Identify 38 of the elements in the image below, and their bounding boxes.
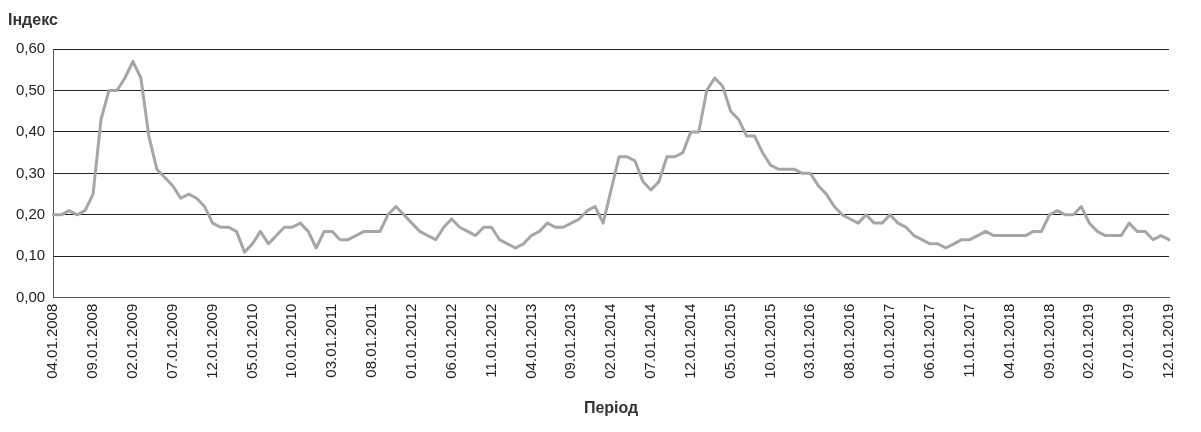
y-tick-label: 0,30 <box>15 163 46 181</box>
x-tick-label: 07.01.2009 <box>162 303 180 379</box>
x-tick-label: 09.01.2013 <box>561 303 579 379</box>
x-tick-label: 04.01.2018 <box>999 303 1017 379</box>
x-tick-label: 12.01.2014 <box>680 303 698 379</box>
y-tick-label: 0,10 <box>15 246 46 264</box>
x-tick-label: 07.01.2014 <box>641 303 659 379</box>
x-tick-label: 06.01.2012 <box>441 303 459 379</box>
y-tick-label: 0,00 <box>15 287 46 305</box>
x-tick-label: 10.01.2010 <box>282 303 300 379</box>
y-tick-label: 0,50 <box>15 80 46 98</box>
x-tick-label: 01.01.2017 <box>880 303 898 379</box>
x-tick-label: 04.01.2013 <box>521 303 539 379</box>
x-tick-label: 05.01.2015 <box>720 303 738 379</box>
x-tick-label: 12.01.2009 <box>202 303 220 379</box>
x-axis-title: Період <box>583 398 639 416</box>
x-tick-label: 09.01.2018 <box>1039 303 1057 379</box>
x-tick-label: 02.01.2019 <box>1079 303 1097 379</box>
x-tick-label: 12.01.2019 <box>1159 303 1177 379</box>
x-tick-label: 10.01.2015 <box>760 303 778 379</box>
y-tick-label: 0,20 <box>15 204 46 222</box>
x-tick-label: 02.01.2009 <box>123 303 141 379</box>
x-tick-label: 02.01.2014 <box>601 303 619 379</box>
x-tick-label: 04.01.2008 <box>43 303 61 379</box>
x-tick-label: 03.01.2011 <box>322 303 340 378</box>
y-tick-label: 0,40 <box>15 122 46 140</box>
x-tick-label: 06.01.2017 <box>920 303 938 379</box>
x-tick-label: 11.01.2017 <box>959 303 977 378</box>
x-tick-label: 03.01.2016 <box>800 303 818 379</box>
x-tick-label: 05.01.2010 <box>242 303 260 379</box>
x-tick-label: 08.01.2011 <box>362 303 380 378</box>
x-tick-label: 08.01.2016 <box>840 303 858 379</box>
y-tick-label: 0,60 <box>15 39 46 57</box>
x-tick-label: 01.01.2012 <box>401 303 419 379</box>
y-axis-title: Індекс <box>8 10 59 30</box>
x-tick-label: 07.01.2019 <box>1119 303 1137 379</box>
x-tick-label: 11.01.2012 <box>481 303 499 378</box>
x-tick-label: 09.01.2008 <box>83 303 101 379</box>
